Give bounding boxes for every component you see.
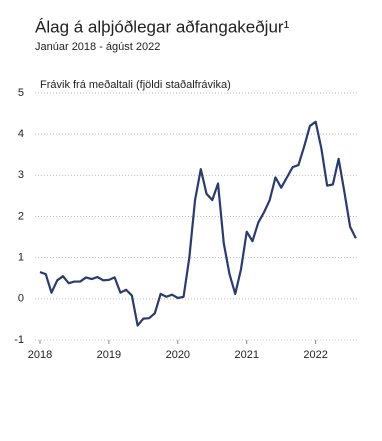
y-tick-label: -1	[14, 334, 24, 346]
data-line	[39, 120, 357, 327]
x-tick-label: 2021	[234, 349, 258, 361]
x-tick-label: 2019	[97, 349, 121, 361]
y-axis-label: Frávik frá meðaltali (fjöldi staðalfrávi…	[40, 79, 231, 91]
x-tick-label: 2018	[28, 349, 52, 361]
y-tick-label: 0	[18, 293, 24, 305]
x-tick-label: 2020	[166, 349, 190, 361]
y-tick-label: 5	[18, 87, 24, 99]
y-tick-label: 4	[18, 128, 24, 140]
chart-subtitle: Janúar 2018 - ágúst 2022	[35, 41, 160, 53]
x-tick-label: 2022	[303, 349, 327, 361]
y-tick-label: 2	[18, 210, 24, 222]
y-tick-label: 1	[18, 252, 24, 264]
chart-title: Álag á alþjóðlegar aðfangakeðjur¹	[35, 17, 290, 36]
y-tick-label: 3	[18, 169, 24, 181]
